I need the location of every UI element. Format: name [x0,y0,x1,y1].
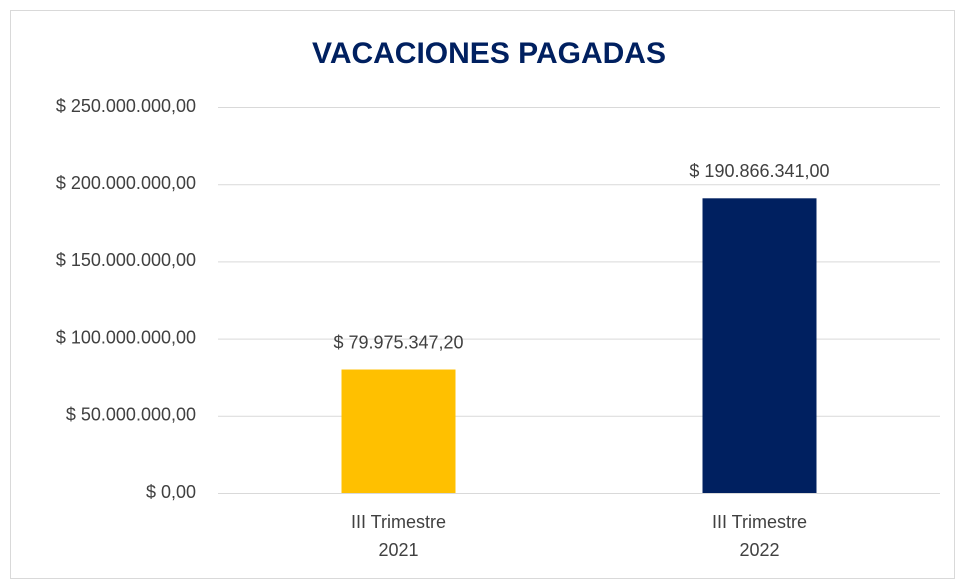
x-tick-label: III Trimestre [351,512,446,532]
chart-title: VACACIONES PAGADAS [312,37,666,70]
y-tick-label: $ 100.000.000,00 [56,327,196,347]
bar [341,369,456,493]
y-tick-label: $ 250.000.000,00 [56,96,196,116]
bar [702,198,817,493]
x-tick-label: 2022 [739,540,779,560]
x-tick-label: III Trimestre [712,512,807,532]
y-tick-label: $ 200.000.000,00 [56,173,196,193]
y-tick-label: $ 0,00 [146,482,196,502]
y-tick-label: $ 50.000.000,00 [66,405,196,425]
data-label: $ 190.866.341,00 [689,161,829,181]
x-tick-label: 2021 [378,540,418,560]
data-label: $ 79.975.347,20 [333,332,463,352]
y-tick-label: $ 150.000.000,00 [56,250,196,270]
